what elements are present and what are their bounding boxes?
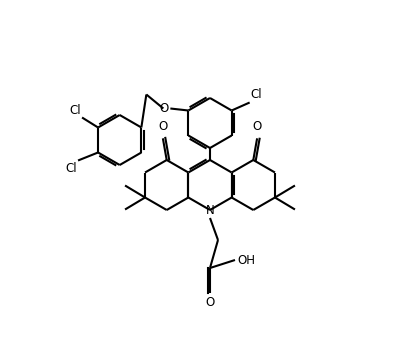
Text: Cl: Cl: [250, 89, 262, 102]
Text: Cl: Cl: [65, 161, 77, 174]
Text: O: O: [159, 102, 168, 115]
Text: OH: OH: [237, 253, 255, 266]
Text: O: O: [158, 120, 168, 133]
Text: N: N: [206, 203, 215, 216]
Text: O: O: [252, 120, 262, 133]
Text: Cl: Cl: [69, 104, 81, 117]
Text: O: O: [205, 296, 215, 309]
